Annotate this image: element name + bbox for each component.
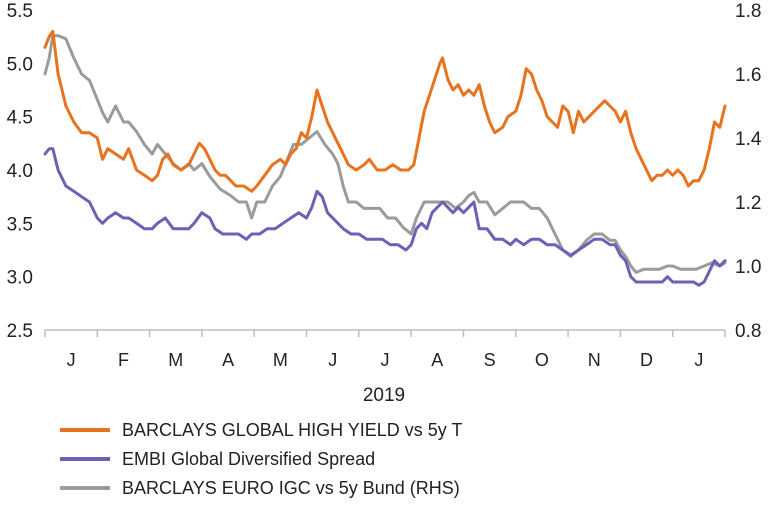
x-tick-label: S [484,350,496,370]
series-lines [43,29,727,287]
legend-label: BARCLAYS EURO IGC vs 5y Bund (RHS) [122,478,460,498]
x-tick-label: D [640,350,653,370]
y-left-tick-label: 2.5 [7,321,33,342]
y-left-tick-label: 4.5 [7,108,33,129]
y-axis-right-ticks: 0.8 1.0 1.2 1.4 1.6 1.8 [735,1,762,342]
y-axis-left-ticks: 2.5 3.0 3.5 4.0 4.5 5.0 5.5 [7,1,33,342]
legend-label: EMBI Global Diversified Spread [122,449,375,469]
y-right-tick-label: 0.8 [735,321,761,342]
y-left-tick-label: 3.5 [7,214,33,235]
y-right-tick-label: 1.2 [735,193,761,214]
legend: BARCLAYS GLOBAL HIGH YIELD vs 5y T EMBI G… [60,420,462,498]
x-tick-label: F [118,350,129,370]
x-tick-label: J [381,350,390,370]
y-left-tick-label: 5.5 [7,1,33,22]
x-tick-label: N [588,350,601,370]
x-tick-label: J [328,350,337,370]
y-right-tick-label: 1.4 [735,129,762,150]
series-line-2 [43,34,727,274]
y-right-tick-label: 1.6 [735,65,761,86]
legend-label: BARCLAYS GLOBAL HIGH YIELD vs 5y T [122,420,462,440]
x-tick-label: J [694,350,703,370]
x-tick-label: A [431,350,443,370]
x-tick-label: J [67,350,76,370]
x-tick-label: M [168,350,183,370]
x-tick-label: A [222,350,234,370]
y-right-tick-label: 1.8 [735,1,761,22]
x-tick-label: M [273,350,288,370]
y-left-tick-label: 3.0 [7,268,33,289]
x-tick-label: O [535,350,549,370]
x-axis-year-label: 2019 [363,385,405,406]
y-right-tick-label: 1.0 [735,257,761,278]
y-left-tick-label: 4.0 [7,161,33,182]
y-left-tick-label: 5.0 [7,54,33,75]
series-line-0 [43,29,727,193]
series-line-1 [43,147,727,287]
